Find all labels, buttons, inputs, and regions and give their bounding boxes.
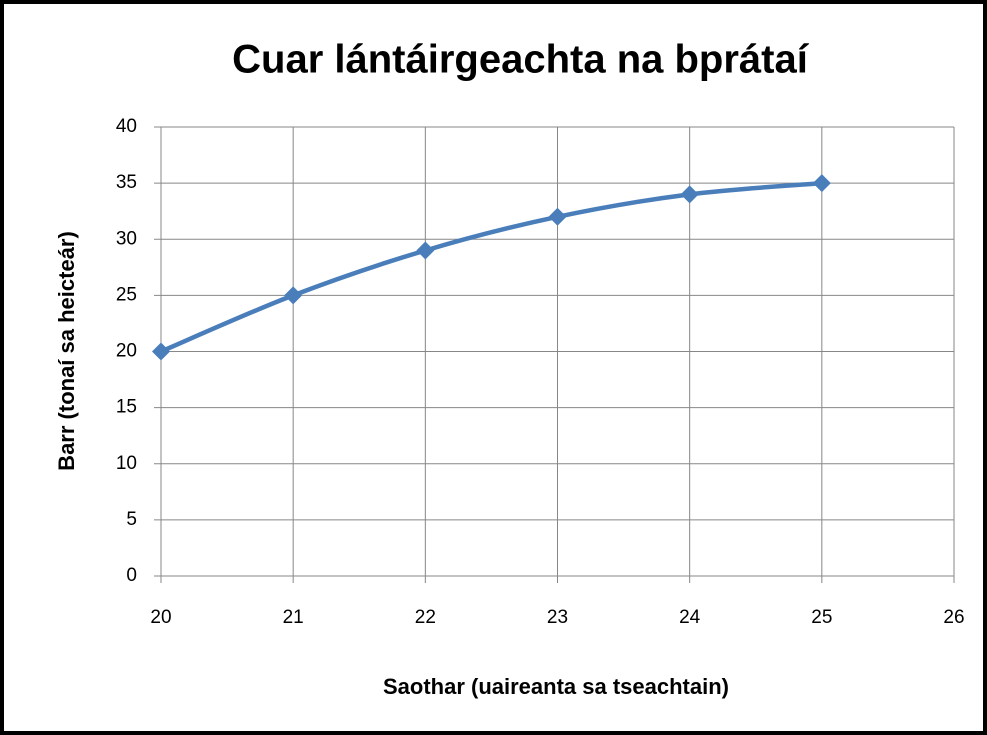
marker — [284, 286, 303, 305]
x-tick-label: 25 — [811, 607, 832, 628]
line — [160, 180, 823, 354]
y-tick-label: 20 — [116, 341, 137, 362]
x-tick-label: 21 — [283, 607, 304, 628]
marker — [680, 185, 699, 204]
marker — [812, 174, 831, 193]
marker — [416, 241, 435, 260]
y-tick-label: 0 — [126, 565, 137, 586]
chart-title: Cuar lántáirgeachta na bprátaí — [232, 38, 810, 82]
x-tick-label: 26 — [943, 607, 964, 628]
y-tick-label: 25 — [116, 284, 137, 305]
x-tick-label: 23 — [547, 607, 568, 628]
y-tick-label: 30 — [116, 228, 137, 249]
y-tick-label: 35 — [116, 172, 137, 193]
y-tick-label: 40 — [116, 116, 137, 137]
y-tick-label: 15 — [116, 397, 137, 418]
marker — [548, 207, 567, 226]
y-axis-title: Barr (tonaí sa heicteár) — [54, 231, 79, 471]
y-tick-label: 10 — [116, 453, 137, 474]
y-tick-label: 5 — [126, 509, 137, 530]
x-tick-label: 20 — [150, 607, 171, 628]
marker — [152, 342, 170, 361]
x-tick-label: 22 — [415, 607, 436, 628]
x-axis-title: Saothar (uaireanta sa tseachtain) — [383, 674, 729, 699]
x-tick-label: 24 — [679, 607, 701, 628]
